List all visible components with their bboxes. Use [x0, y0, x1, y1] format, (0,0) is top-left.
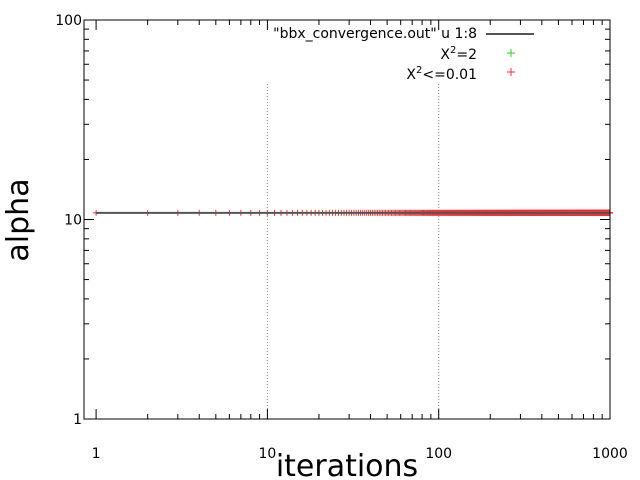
- legend-marker-green-plus: [507, 49, 515, 57]
- x-tick-label: 1000: [592, 446, 628, 462]
- minor-ticks: [84, 20, 610, 419]
- y-tick-label: 10: [64, 213, 82, 229]
- x-tick-label: 10: [258, 446, 276, 462]
- legend-label-chi2-eq-2: X2=2: [440, 45, 477, 63]
- x-tick-label: 100: [425, 446, 452, 462]
- legend-marker-red-plus: [507, 68, 515, 76]
- legend-chi2-base-2: X: [406, 67, 416, 83]
- plot-frame: [83, 19, 611, 420]
- y-tick-label: 1: [73, 412, 82, 428]
- y-tick-label: 100: [55, 13, 82, 29]
- legend-chi2-base: X: [440, 47, 450, 63]
- legend-chi2-sup: 2: [450, 45, 456, 56]
- y-axis-title: alpha: [1, 178, 36, 261]
- legend-label-chi2-le-001: X2<=0.01: [406, 65, 477, 83]
- series-layer: [93, 209, 613, 216]
- grid: [266, 84, 440, 419]
- tick-labels: 1 10 100 1000 1 10 100: [55, 13, 628, 462]
- legend-chi2-suffix-2: <=0.01: [422, 67, 477, 83]
- legend-label-line: "bbx_convergence.out" u 1:8: [273, 26, 477, 42]
- x-tick-label: 1: [92, 446, 101, 462]
- x-axis-title: iterations: [276, 449, 418, 480]
- legend-chi2-sup-2: 2: [416, 65, 422, 76]
- legend-chi2-suffix: =2: [456, 47, 477, 63]
- legend: "bbx_convergence.out" u 1:8 X2=2 X2<=0.0…: [273, 26, 534, 83]
